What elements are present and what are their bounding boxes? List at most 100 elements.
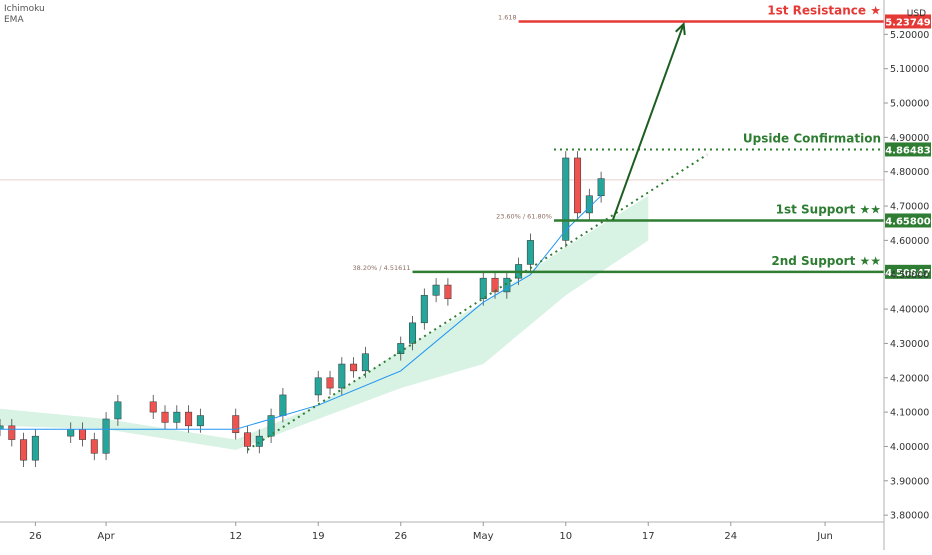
candle-body	[338, 363, 346, 389]
candle	[173, 405, 181, 430]
trendline	[246, 153, 708, 451]
candle-body	[20, 439, 28, 461]
y-tick-label: 4.90000	[890, 133, 929, 144]
y-tick-label: 4.60000	[890, 236, 929, 247]
candle	[338, 357, 346, 395]
candle	[479, 271, 487, 306]
price-tag-label: 4.86483	[885, 145, 931, 156]
x-tick-label: 10	[559, 531, 572, 542]
y-tick-label: 4.50000	[890, 270, 929, 281]
candle-body	[350, 363, 358, 372]
candle-body	[196, 415, 204, 427]
candle	[255, 429, 263, 454]
level-label: Upside Confirmation	[743, 131, 881, 145]
candle-body	[326, 377, 334, 389]
level-4: 2nd Support ★★ 38.20% / 4.51611 4.50847	[353, 254, 931, 279]
x-axis: 26 Apr 12 19 26 May 10 17 24 Jun	[0, 521, 884, 542]
y-tick-label: 4.70000	[890, 202, 929, 213]
price-tag	[885, 264, 931, 279]
candle	[114, 394, 122, 426]
level-3: 1st Support ★★ 23.60% / 61.80% 4.65800	[496, 202, 931, 228]
ichimoku-cloud	[0, 195, 649, 450]
x-tick-label: 17	[642, 531, 655, 542]
candle-body	[255, 435, 263, 447]
candle	[361, 346, 369, 378]
candle-body	[173, 411, 181, 423]
candle	[90, 432, 98, 461]
level-2: Upside Confirmation 4.86483	[553, 131, 931, 157]
candle-body	[479, 277, 487, 300]
candle	[350, 357, 358, 378]
level-label: 1st Resistance ★	[767, 3, 881, 17]
candle	[279, 388, 287, 423]
level-label: 2nd Support ★★	[771, 254, 881, 268]
candle	[0, 418, 4, 437]
candle-body	[279, 394, 287, 416]
candle-body	[161, 411, 169, 423]
y-tick-label: 5.00000	[890, 99, 929, 110]
candle-body	[444, 284, 452, 300]
candle	[20, 432, 28, 468]
arrow-head	[675, 21, 686, 36]
candles	[0, 151, 605, 468]
candle	[326, 370, 334, 395]
projection-arrow	[611, 21, 686, 221]
price-tag-label: 4.65800	[885, 216, 931, 227]
y-tick-label: 3.90000	[890, 476, 929, 487]
candle	[444, 278, 452, 306]
candle-body	[67, 429, 75, 437]
fib-label: 38.20% / 4.51611	[353, 264, 411, 272]
candle-body	[597, 178, 605, 197]
x-tick-label: May	[473, 531, 494, 542]
candle	[491, 271, 499, 299]
candle-body	[491, 277, 499, 293]
candle-body	[420, 295, 428, 324]
candle-body	[8, 425, 16, 440]
level-label: 1st Support ★★	[776, 202, 881, 216]
y-tick-label: 4.10000	[890, 408, 929, 419]
currency-label: USD	[907, 9, 926, 19]
price-tag	[885, 14, 931, 29]
candle-body	[409, 322, 417, 344]
indicator-label-ema: EMA	[4, 15, 24, 25]
candle	[562, 151, 570, 248]
candle	[503, 271, 511, 299]
ema-line	[0, 195, 602, 430]
candle-body	[361, 353, 369, 372]
candle-body	[102, 418, 110, 454]
y-axis: 3.80000 3.90000 4.00000 4.10000 4.20000 4.300…	[883, 0, 929, 550]
candle-body	[90, 439, 98, 454]
candle	[267, 408, 275, 444]
candle	[102, 412, 110, 461]
fib-label: 23.60% / 61.80%	[496, 212, 552, 220]
price-tag	[885, 142, 931, 157]
fib-label: 1.618	[498, 13, 517, 21]
y-tick-label: 4.00000	[890, 442, 929, 453]
candle-body	[149, 401, 157, 413]
price-tag	[885, 213, 931, 228]
x-tick-label: Apr	[97, 531, 115, 542]
candle-body	[503, 277, 511, 293]
x-tick-label: 26	[29, 531, 42, 542]
x-tick-label: 26	[394, 531, 407, 542]
candle	[149, 394, 157, 419]
candle	[574, 151, 582, 220]
candle	[409, 315, 417, 351]
y-tick-label: 5.20000	[890, 30, 929, 41]
x-tick-label: 19	[312, 531, 325, 542]
candle-body	[314, 377, 322, 396]
x-tick-label: Jun	[816, 531, 833, 542]
candle	[526, 233, 534, 272]
price-tag-label: 4.50847	[885, 268, 931, 279]
x-tick-label: 24	[724, 531, 737, 542]
y-tick-label: 4.40000	[890, 305, 929, 316]
candle	[161, 405, 169, 430]
candle-body	[114, 401, 122, 420]
arrow-shaft	[611, 23, 685, 221]
candle-body	[244, 432, 252, 447]
candle-body	[232, 415, 240, 433]
candle-body	[267, 415, 275, 437]
candle	[314, 370, 322, 402]
